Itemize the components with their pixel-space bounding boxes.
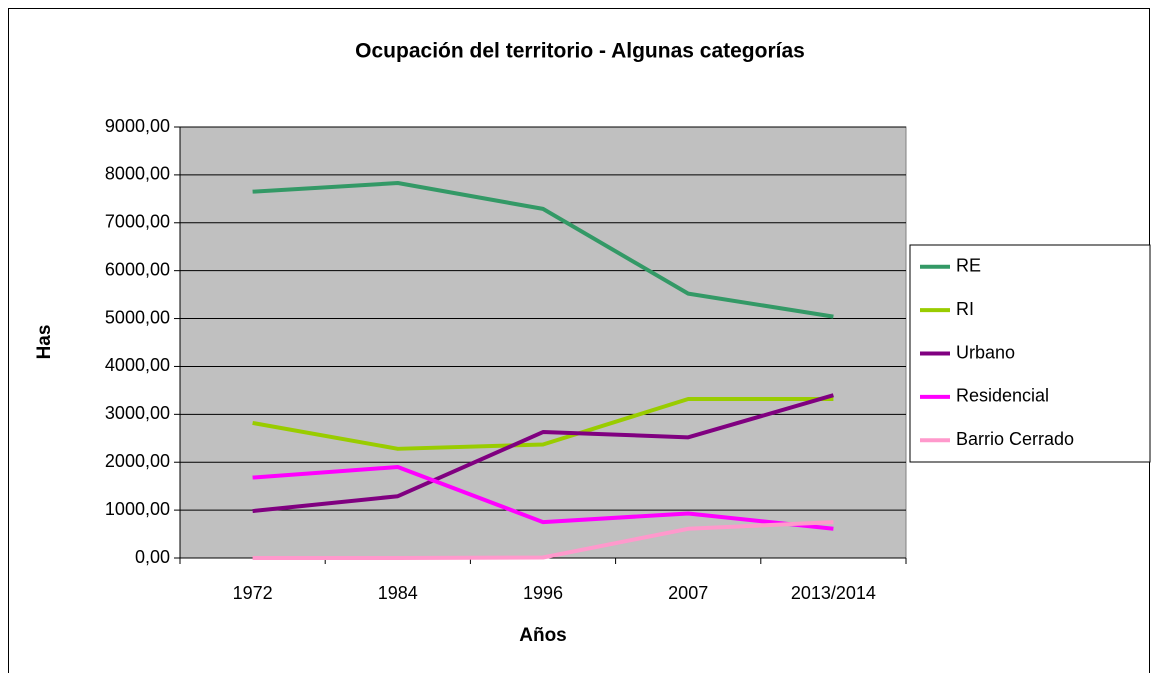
series-line [252,520,834,560]
legend-label: RE [956,255,981,275]
legend-label: RI [956,299,974,319]
series-line [252,465,834,531]
series-line [252,181,834,319]
x-axis-title: Años [519,625,567,646]
series-line [252,393,834,514]
x-tick-label: 2007 [668,583,708,603]
series-line [252,397,834,451]
chart-title: Ocupación del territorio - Algunas categ… [355,40,805,63]
y-tick-label: 3000,00 [105,403,170,423]
y-tick-label: 6000,00 [105,259,170,279]
y-tick-label: 5000,00 [105,307,170,327]
plot-area [179,126,907,559]
y-tick-label: 4000,00 [105,355,170,375]
legend-label: Barrio Cerrado [956,429,1074,449]
x-tick-label: 2013/2014 [791,583,876,603]
y-tick-label: 2000,00 [105,451,170,471]
x-tick-label: 1984 [378,583,418,603]
legend-label: Urbano [956,342,1015,362]
legend-label: Residencial [956,386,1049,406]
x-tick-label: 1996 [523,583,563,603]
y-tick-label: 8000,00 [105,164,170,184]
y-tick-label: 9000,00 [105,116,170,136]
y-tick-label: 1000,00 [105,499,170,519]
x-tick-label: 1972 [233,583,273,603]
y-axis-title: Has [34,325,55,360]
y-tick-label: 0,00 [135,547,170,567]
y-tick-label: 7000,00 [105,212,170,232]
